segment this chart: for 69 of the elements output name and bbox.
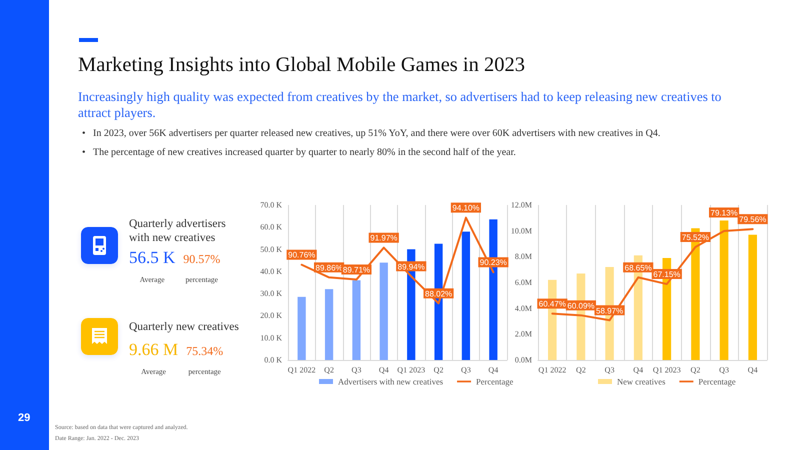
x-tick-label: Q3 — [352, 366, 362, 374]
x-tick-label: Q4 — [748, 366, 758, 374]
bar — [324, 289, 334, 360]
legend-label: Advertisers with new creatives — [338, 376, 444, 386]
x-tick-label: Q4 — [488, 366, 498, 374]
text: • The percentage of new creatives increased quarter by quarter to nearly 80% in the second half of the year. — [82, 146, 516, 159]
y-tick-label: 0.0M — [514, 356, 532, 364]
x-tick-label: Q4 — [378, 366, 389, 374]
data-label: 58.97% — [596, 306, 624, 316]
y-tick-label: 40.0 K — [260, 266, 282, 276]
text: 56.5 K — [129, 248, 176, 268]
data-label: 60.47% — [538, 300, 566, 309]
x-tick-label: Q1 2022 — [288, 366, 316, 374]
legend-label: Percentage — [476, 376, 514, 386]
y-tick-label: 2.0M — [514, 330, 532, 339]
bar — [748, 234, 757, 360]
x-tick-label: Q2 — [690, 366, 700, 374]
bar — [462, 232, 470, 360]
data-label: 91.97% — [370, 234, 398, 243]
x-tick-label: Q3 — [719, 366, 729, 374]
legend-label: New creatives — [617, 376, 666, 386]
text: 90.57% — [183, 251, 220, 268]
text: 29 — [18, 412, 30, 425]
data-label: 67.15% — [653, 270, 680, 280]
x-tick-label: Q2 — [434, 366, 444, 374]
text: Increasingly high quality was expected from creatives by the market, so advertisers had to keep releasing new creatives to attract players. — [78, 89, 722, 120]
y-tick-label: 0.0 K — [264, 356, 282, 364]
x-tick-label: Q4 — [633, 366, 644, 374]
data-label: 89.94% — [398, 262, 425, 272]
x-tick-label: Q1 2023 — [397, 366, 426, 374]
x-tick-label: Q2 — [576, 366, 586, 374]
text: 9.66 M — [129, 340, 178, 360]
y-tick-label: 6.0M — [514, 278, 532, 287]
data-label: 68.65% — [624, 263, 652, 272]
y-tick-label: 12.0M — [510, 200, 532, 210]
bar — [380, 262, 388, 360]
y-tick-label: 60.0 K — [260, 222, 282, 232]
data-label: 60.09% — [567, 301, 595, 310]
text: Marketing Insights into Global Mobile Games in 2023 — [78, 53, 525, 77]
y-tick-label: 50.0 K — [260, 244, 282, 254]
data-label: 89.71% — [342, 266, 370, 275]
x-tick-label: Q1 2022 — [538, 366, 566, 374]
data-label: 90.76% — [288, 250, 316, 260]
data-label: 79.56% — [739, 215, 766, 224]
y-tick-label: 70.0 K — [260, 200, 282, 210]
data-label: 79.13% — [710, 208, 738, 218]
bar — [720, 220, 728, 360]
x-tick-label: Q3 — [461, 366, 471, 374]
text: 75.34% — [186, 343, 224, 360]
y-tick-label: 20.0 K — [260, 311, 282, 320]
data-label: 89.86% — [315, 263, 343, 272]
x-tick-label: Q3 — [604, 366, 614, 374]
text: Quarterly advertisers with new creatives — [129, 217, 227, 245]
y-tick-label: 10.0 K — [260, 333, 282, 342]
data-label: 88.02% — [424, 289, 452, 298]
data-label: 75.52% — [682, 232, 710, 242]
y-tick-label: 4.0M — [514, 304, 532, 313]
x-tick-label: Q1 2023 — [652, 366, 681, 374]
y-tick-label: 30.0 K — [260, 289, 282, 298]
x-tick-label: Q2 — [324, 366, 334, 374]
bar — [298, 296, 306, 360]
y-tick-label: 10.0M — [510, 226, 532, 236]
data-label: 90.23% — [480, 258, 507, 268]
legend-label: Percentage — [698, 376, 736, 386]
text: • In 2023, over 56K advertisers per quarter released new creatives, up 51% YoY, and there were over 60K advertisers with new creatives in Q4. — [82, 128, 660, 140]
y-tick-label: 8.0M — [514, 252, 532, 262]
data-label: 94.10% — [452, 204, 480, 213]
text: Quarterly new creatives — [129, 320, 240, 334]
bar — [352, 280, 361, 360]
